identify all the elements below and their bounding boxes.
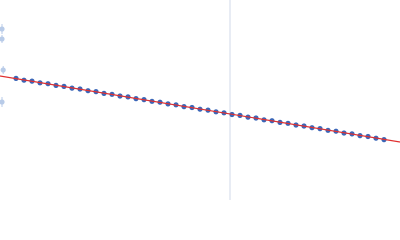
data-point <box>0 36 5 42</box>
fit-line <box>0 75 400 143</box>
chart <box>0 0 400 200</box>
data-point <box>0 99 5 105</box>
data-point <box>0 67 6 73</box>
data-point <box>0 26 5 32</box>
